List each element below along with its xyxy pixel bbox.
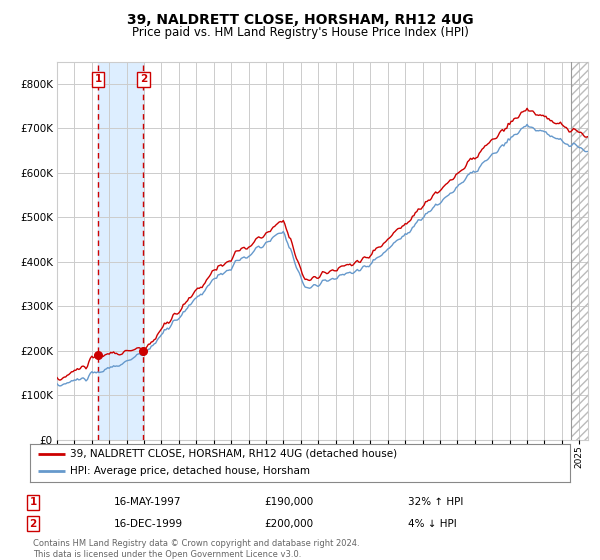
Bar xyxy=(571,62,590,440)
Text: 16-DEC-1999: 16-DEC-1999 xyxy=(114,519,183,529)
Text: 1: 1 xyxy=(95,74,102,85)
Text: 4% ↓ HPI: 4% ↓ HPI xyxy=(408,519,457,529)
Text: 16-MAY-1997: 16-MAY-1997 xyxy=(114,497,182,507)
Text: 2: 2 xyxy=(140,74,147,85)
Text: 2: 2 xyxy=(29,519,37,529)
Bar xyxy=(571,62,590,440)
Text: 1: 1 xyxy=(29,497,37,507)
Text: 39, NALDRETT CLOSE, HORSHAM, RH12 4UG: 39, NALDRETT CLOSE, HORSHAM, RH12 4UG xyxy=(127,13,473,27)
Text: HPI: Average price, detached house, Horsham: HPI: Average price, detached house, Hors… xyxy=(71,466,311,477)
Text: 32% ↑ HPI: 32% ↑ HPI xyxy=(408,497,463,507)
Text: Price paid vs. HM Land Registry's House Price Index (HPI): Price paid vs. HM Land Registry's House … xyxy=(131,26,469,39)
Text: £200,000: £200,000 xyxy=(264,519,313,529)
Text: Contains HM Land Registry data © Crown copyright and database right 2024.
This d: Contains HM Land Registry data © Crown c… xyxy=(33,539,359,559)
Text: 39, NALDRETT CLOSE, HORSHAM, RH12 4UG (detached house): 39, NALDRETT CLOSE, HORSHAM, RH12 4UG (d… xyxy=(71,449,398,459)
Text: £190,000: £190,000 xyxy=(264,497,313,507)
Bar xyxy=(98,62,143,440)
